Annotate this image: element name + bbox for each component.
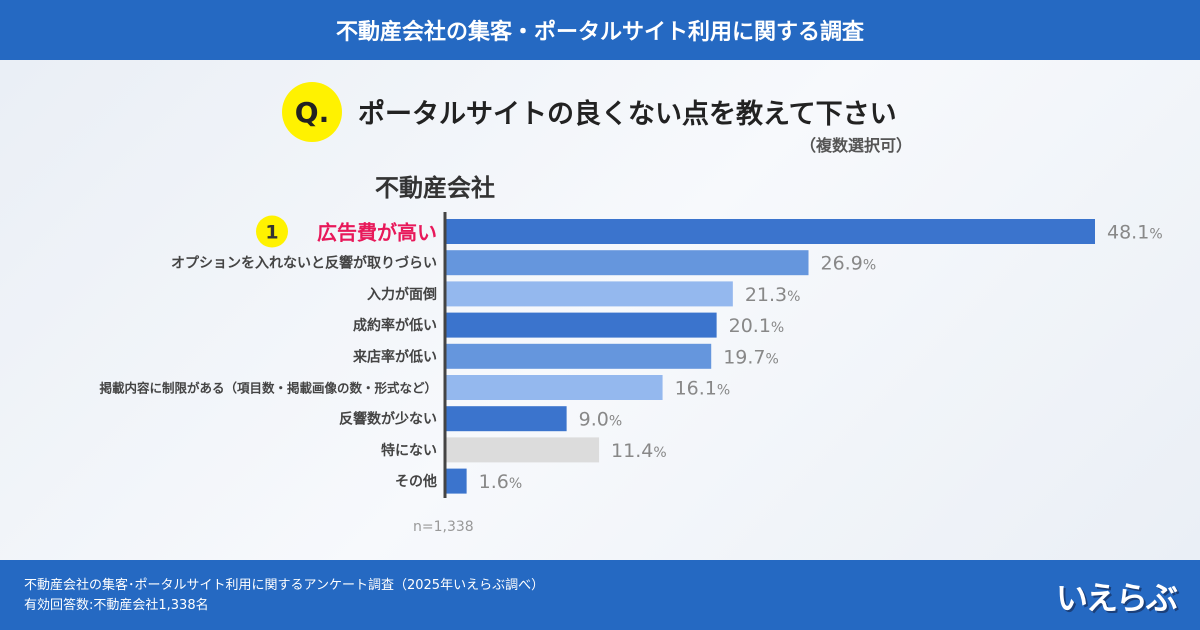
question-text: ポータルサイトの良くない点を教えて下さい <box>358 99 897 130</box>
brand-logo: いえらぶ <box>1055 579 1178 617</box>
value-label: 9.0% <box>579 409 623 431</box>
bar <box>445 343 712 369</box>
value-label: 19.7% <box>723 346 779 368</box>
rank-badge <box>256 215 288 248</box>
bar <box>445 437 600 463</box>
value-label: 20.1% <box>729 315 785 337</box>
bar <box>445 375 663 400</box>
footer-source: 不動産会社の集客･ポータルサイト利用に関するアンケート調査（2025年いえらぶ調… <box>24 578 545 593</box>
rank-number: 1 <box>265 222 278 244</box>
question-badge: Q. <box>282 82 342 142</box>
bar <box>445 250 809 276</box>
footer-respondents: 有効回答数:不動産会社1,338名 <box>24 598 209 613</box>
value-label: 26.9% <box>821 253 877 275</box>
category-label: 成約率が低い <box>353 317 437 334</box>
value-label: 16.1% <box>675 378 731 400</box>
category-label: 掲載内容に制限がある（項目数・掲載画像の数・形式など） <box>99 381 437 396</box>
category-label: 広告費が高い <box>317 221 437 245</box>
bar <box>445 312 717 338</box>
value-label: 11.4% <box>611 440 667 462</box>
category-label: 特にない <box>381 442 437 459</box>
bar <box>445 468 467 494</box>
category-label: オプションを入れないと反響が取りづらい <box>171 255 437 272</box>
footer: 不動産会社の集客･ポータルサイト利用に関するアンケート調査（2025年いえらぶ調… <box>0 560 1200 630</box>
category-label: 反響数が少ない <box>339 411 437 428</box>
category-label: その他 <box>395 473 437 490</box>
question-note: （複数選択可） <box>800 136 913 155</box>
sample-size: n=1,338 <box>413 519 474 535</box>
group-label: 不動産会社 <box>375 174 495 202</box>
header-title: 不動産会社の集客・ポータルサイト利用に関する調査 <box>0 0 1200 60</box>
bar <box>445 406 567 432</box>
value-label: 1.6% <box>479 471 523 493</box>
bar <box>445 281 733 307</box>
category-label: 来店率が低い <box>352 348 437 365</box>
value-label: 48.1% <box>1107 222 1163 244</box>
bar <box>445 219 1095 244</box>
category-label: 入力が面倒 <box>367 286 437 303</box>
value-label: 21.3% <box>745 284 801 306</box>
